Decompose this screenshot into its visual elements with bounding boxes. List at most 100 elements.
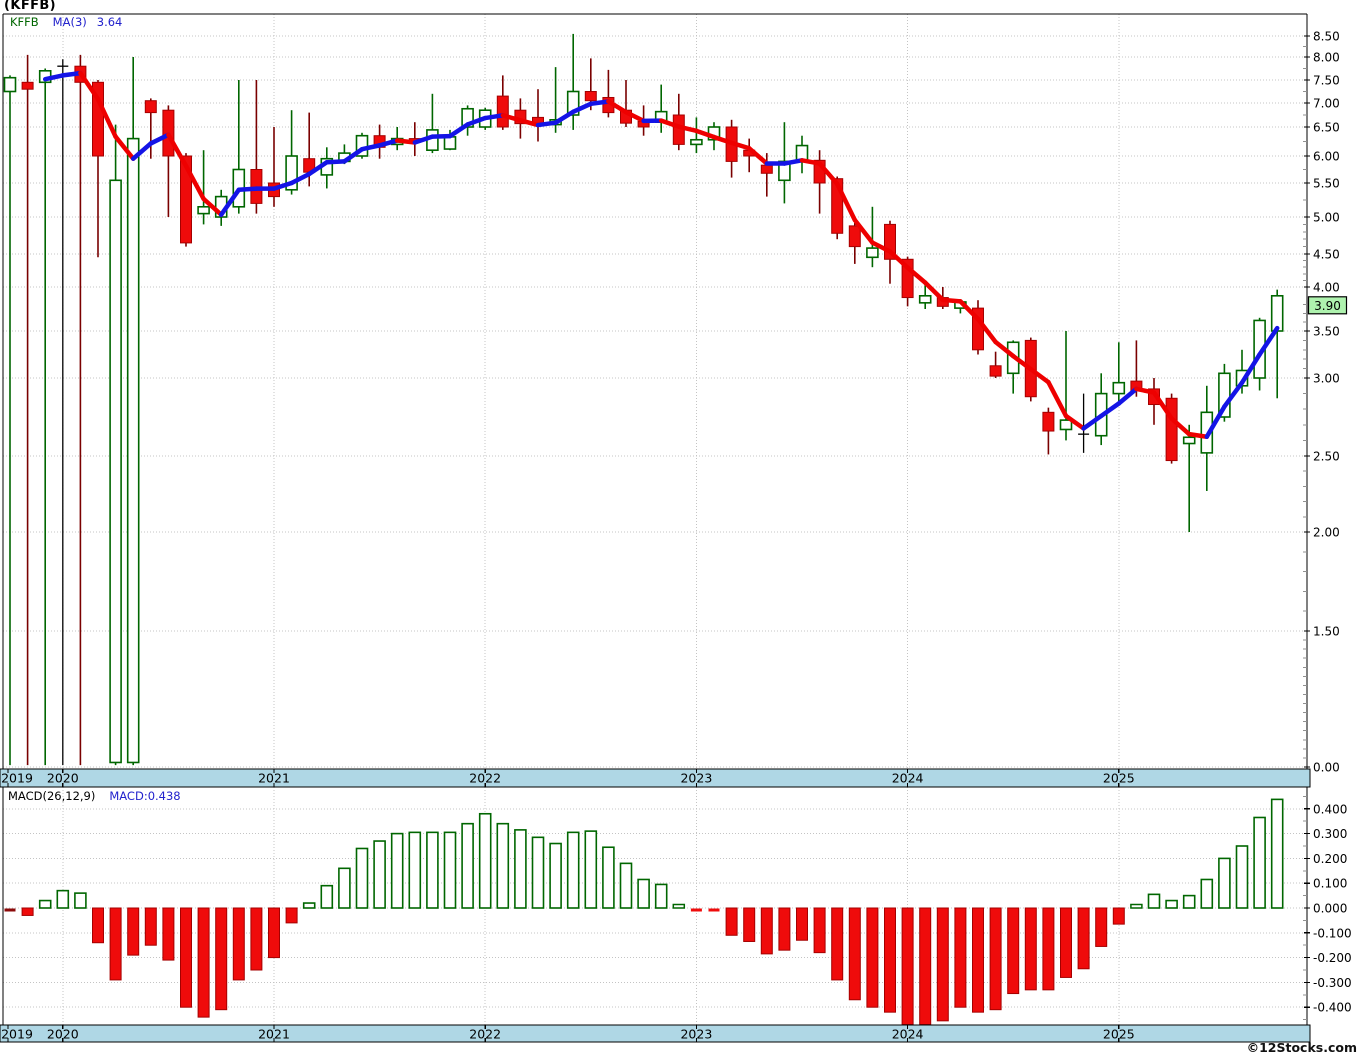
- macd-value-label: MACD:0.438: [109, 789, 181, 803]
- candle-up: [866, 247, 879, 259]
- macd-bar-positive: [38, 899, 52, 909]
- macd-bar-positive: [1253, 816, 1266, 909]
- ma3-line-segment: [852, 217, 875, 245]
- candle-down: [831, 178, 844, 234]
- ma3-line-segment: [1063, 413, 1086, 431]
- last-price-label: 3.90: [1314, 299, 1341, 313]
- year-label: 2025: [1103, 771, 1135, 786]
- macd-axis-label: 0.300: [1313, 827, 1347, 841]
- candle-up: [126, 137, 140, 764]
- candle-down: [848, 225, 861, 248]
- x-axis-band-macd: [0, 1024, 1311, 1043]
- macd-bar-positive: [514, 829, 527, 909]
- macd-axis-label: -0.200: [1313, 951, 1352, 965]
- ma3-line-segment: [78, 70, 101, 102]
- candle-down: [496, 95, 509, 128]
- price-legend: KFFB MA(3) 3.64: [10, 15, 132, 29]
- year-label: 2021: [258, 771, 290, 786]
- macd-legend: MACD(26,12,9) MACD:0.438: [8, 789, 191, 803]
- macd-bar-negative: [708, 908, 720, 912]
- candle-down: [1042, 411, 1055, 432]
- macd-bar-positive: [74, 892, 87, 909]
- ma3-line-segment: [201, 196, 224, 217]
- macd-bar-negative: [250, 907, 263, 971]
- macd-bar-negative: [690, 908, 702, 912]
- macd-bar-positive: [637, 878, 650, 909]
- macd-bar-negative: [1007, 907, 1020, 995]
- macd-bar-negative: [1042, 907, 1055, 991]
- price-axis-label: 5.50: [1313, 177, 1340, 191]
- macd-bar-negative: [989, 907, 1002, 1011]
- macd-bar-positive: [1218, 857, 1231, 909]
- candle-down: [180, 155, 192, 244]
- ma3-line-segment: [183, 163, 206, 202]
- ma3-line-segment: [1116, 386, 1139, 406]
- ma3-line-segment: [676, 124, 699, 134]
- macd-bar-negative: [1060, 907, 1072, 978]
- candle-up: [1218, 372, 1231, 418]
- macd-bar-negative: [1077, 907, 1090, 970]
- ma3-line-segment: [1151, 390, 1174, 421]
- ma3-line-segment: [975, 316, 998, 345]
- candle-down: [92, 81, 104, 157]
- macd-bar-positive: [584, 830, 598, 909]
- ma3-line-segment: [1257, 325, 1280, 357]
- price-axis-label: 4.50: [1313, 248, 1340, 262]
- year-label: 2020: [47, 1027, 79, 1042]
- candle-up: [3, 76, 17, 93]
- ma3-line-segment: [588, 99, 611, 107]
- price-axis-label: 3.50: [1313, 325, 1340, 339]
- price-axis-label: 7.00: [1313, 97, 1340, 111]
- candle-up: [1112, 381, 1126, 395]
- macd-bar-positive: [461, 822, 474, 909]
- ma3-line-segment: [729, 140, 752, 151]
- candle-up: [690, 138, 703, 146]
- candle-down: [884, 223, 896, 260]
- price-axis-label: 1.50: [1313, 625, 1340, 639]
- macd-axis-label: 0.400: [1313, 802, 1347, 816]
- macd-bar-positive: [1270, 798, 1284, 909]
- macd-bar-negative: [743, 907, 756, 942]
- ma3-line-segment: [271, 180, 294, 191]
- ma3-line-segment: [148, 132, 171, 146]
- year-label: 2024: [892, 1027, 924, 1042]
- ma3-line-segment: [658, 118, 682, 129]
- macd-bar-negative: [109, 907, 122, 981]
- price-axis-label: 2.00: [1313, 526, 1340, 540]
- candle-up: [197, 206, 210, 215]
- year-label: 2023: [680, 771, 712, 786]
- macd-bar-positive: [531, 836, 545, 909]
- macd-bar-positive: [566, 831, 580, 909]
- macd-bar-negative: [21, 907, 34, 916]
- ma3-line-segment: [42, 73, 66, 82]
- ma3-line-segment: [306, 160, 330, 177]
- year-label: 2022: [469, 771, 501, 786]
- macd-bar-negative: [778, 907, 791, 951]
- ma3-line-segment: [447, 122, 470, 139]
- macd-bar-negative: [954, 907, 967, 1008]
- macd-bar-negative: [760, 907, 773, 955]
- macd-bar-negative: [972, 907, 984, 1013]
- macd-bar-negative: [268, 907, 280, 959]
- ma3-line-segment: [465, 115, 488, 127]
- macd-bar-negative: [180, 907, 192, 1008]
- macd-bar-positive: [320, 884, 334, 909]
- macd-bar-positive: [478, 812, 492, 909]
- ma3-line-segment: [60, 70, 83, 78]
- macd-bar-negative: [831, 907, 844, 981]
- ma3-line-segment: [130, 141, 154, 161]
- ma3-line-segment: [1010, 353, 1034, 372]
- macd-bar-positive: [1182, 894, 1196, 909]
- year-label: 2019: [1, 771, 33, 786]
- ma3-line-segment: [482, 113, 506, 121]
- macd-bar-positive: [390, 832, 404, 909]
- ma3-line-segment: [834, 181, 858, 223]
- ma3-line-segment: [1046, 379, 1069, 419]
- ma3-line-segment: [940, 297, 963, 304]
- candle-up: [1270, 294, 1284, 332]
- macd-bar-negative: [232, 907, 245, 981]
- ma3-line-segment: [799, 158, 822, 166]
- macd-bar-negative: [92, 907, 104, 944]
